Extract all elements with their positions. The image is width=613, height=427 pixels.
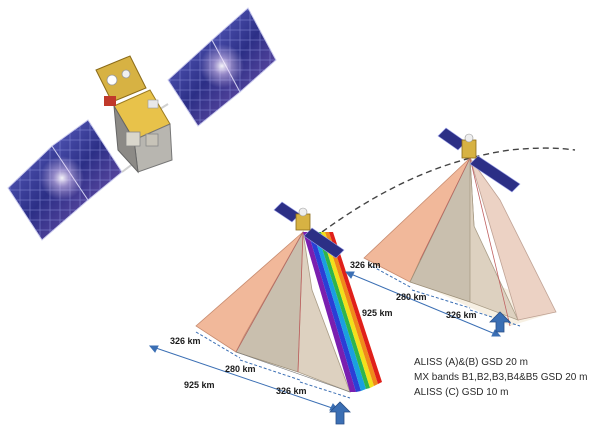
- back-swath-group: [363, 156, 557, 327]
- spectral-beam: [303, 232, 382, 392]
- back-left-swath-label: 326 km: [350, 260, 381, 270]
- left-solar-array: [7, 119, 139, 241]
- sensor-legend: ALISS (A)&(B) GSD 20 m MX bands B1,B2,B3…: [414, 355, 613, 400]
- flight-direction-arrow-icon: [489, 311, 511, 333]
- satellite-bus: [95, 55, 173, 174]
- satellite-small-back-icon: [437, 127, 521, 193]
- back-right-swath-label: 326 km: [446, 310, 477, 320]
- legend-item: ALISS (C) GSD 10 m: [414, 387, 509, 398]
- satellite-large-icon: [7, 7, 277, 241]
- legend-item: MX bands B1,B2,B3,B4&B5 GSD 20 m: [414, 372, 588, 383]
- front-right-swath-label: 326 km: [276, 386, 307, 396]
- right-solar-array: [151, 7, 277, 127]
- front-middle-swath-label: 280 km: [225, 364, 256, 374]
- orbit-path: [321, 147, 576, 233]
- front-swath-group: [195, 230, 382, 393]
- satellite-small-front-icon: [273, 201, 345, 259]
- flight-direction-arrow-icon: [329, 401, 351, 425]
- front-left-swath-label: 326 km: [170, 336, 201, 346]
- back-total-swath-label: 925 km: [362, 308, 393, 318]
- back-middle-swath-label: 280 km: [396, 292, 427, 302]
- legend-item: ALISS (A)&(B) GSD 20 m: [414, 357, 528, 368]
- front-total-swath-label: 925 km: [184, 380, 215, 390]
